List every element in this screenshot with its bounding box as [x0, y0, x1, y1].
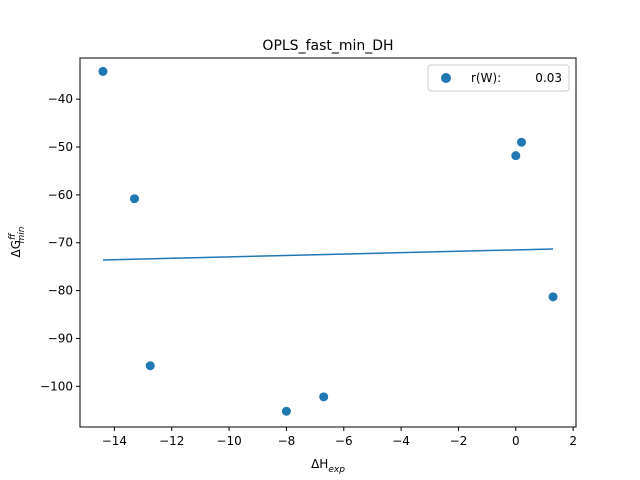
plot-area — [98, 66, 558, 416]
x-tick-label: −6 — [335, 434, 353, 448]
y-axis-label: ΔGffmin — [8, 226, 27, 257]
fit-line — [102, 248, 554, 261]
y-tick-label: −80 — [48, 284, 73, 298]
x-tick-label: 2 — [569, 434, 577, 448]
y-axis-label-base: ΔG — [9, 240, 23, 258]
y-tick-label: −100 — [40, 379, 73, 393]
x-tick-label: −4 — [392, 434, 410, 448]
y-axis: −100 −90 −80 −70 −60 −50 −40 — [40, 92, 80, 393]
data-point — [319, 392, 329, 402]
x-tick-label: −12 — [159, 434, 184, 448]
y-tick-label: −50 — [48, 140, 73, 154]
y-axis-label-sub: min — [17, 226, 27, 243]
x-axis: −14 −12 −10 −8 −6 −4 −2 0 2 — [102, 427, 577, 448]
legend-box — [427, 64, 570, 92]
legend-label: r(W): — [471, 71, 501, 85]
x-tick-label: −10 — [216, 434, 241, 448]
y-axis-label-sup: ff — [8, 232, 18, 240]
y-tick-label: −40 — [48, 92, 73, 106]
x-tick-label: −8 — [278, 434, 296, 448]
y-tick-label: −90 — [48, 331, 73, 345]
y-tick-label: −70 — [48, 236, 73, 250]
x-tick-label: −2 — [450, 434, 468, 448]
data-point — [98, 66, 108, 76]
legend: r(W): 0.03 — [427, 64, 570, 92]
data-point — [511, 151, 521, 161]
data-point — [281, 406, 291, 416]
x-axis-label-sub: exp — [328, 465, 345, 475]
x-axis-label: ΔHexp — [311, 457, 345, 475]
x-tick-label: 0 — [512, 434, 520, 448]
y-tick-label: −60 — [48, 188, 73, 202]
data-point — [517, 137, 527, 147]
x-axis-label-base: ΔH — [311, 457, 328, 471]
data-point — [145, 361, 155, 371]
x-tick-label: −14 — [102, 434, 127, 448]
data-point — [548, 292, 558, 302]
legend-value: 0.03 — [535, 71, 562, 85]
data-point — [129, 194, 139, 204]
legend-marker — [441, 73, 451, 83]
chart-title: OPLS_fast_min_DH — [262, 38, 393, 54]
